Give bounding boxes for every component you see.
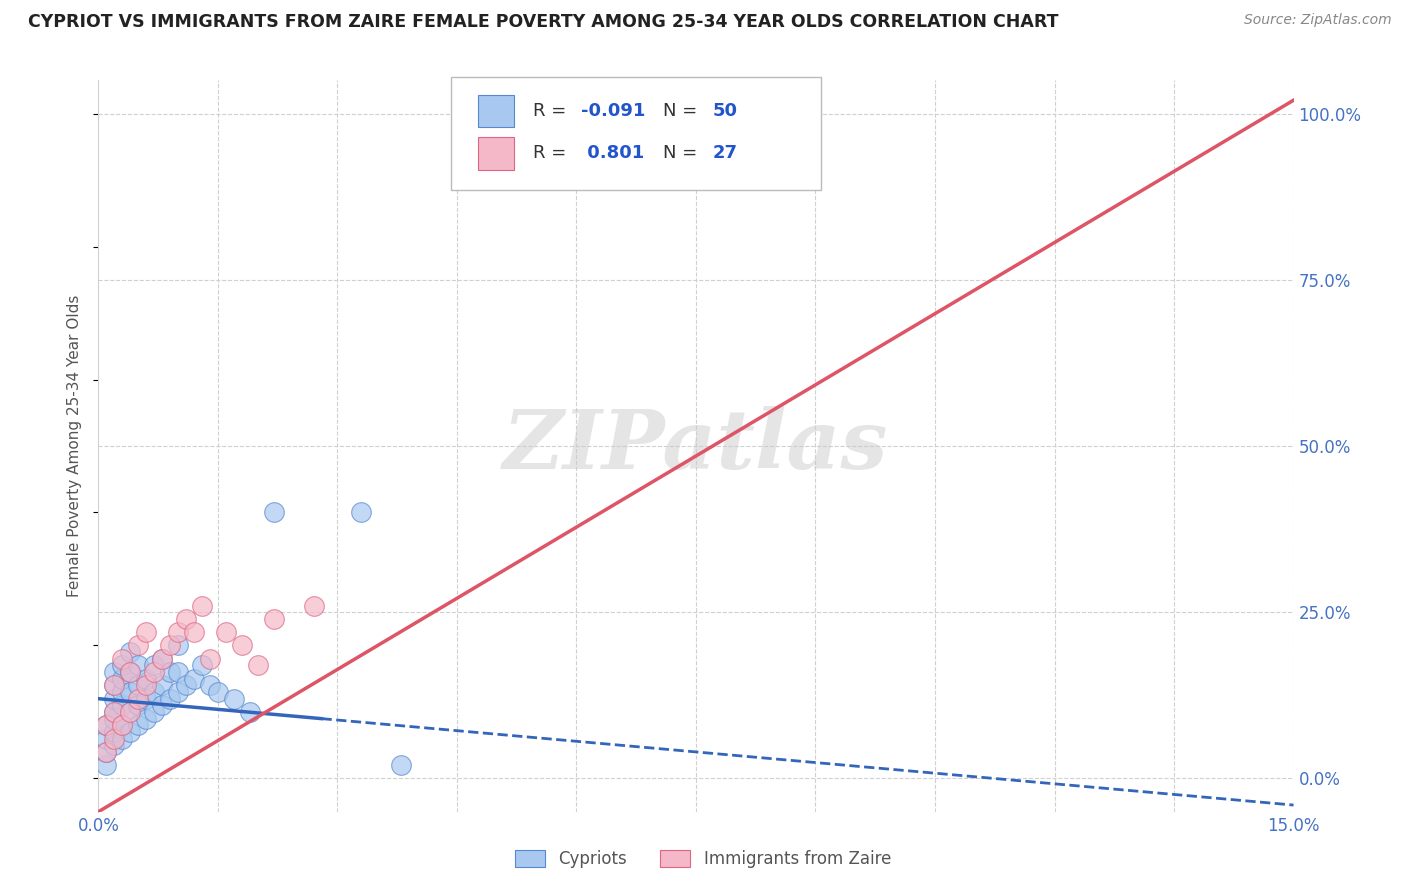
Point xyxy=(96,718,118,732)
Point xyxy=(103,678,125,692)
Point xyxy=(111,685,134,699)
Point xyxy=(167,685,190,699)
Point xyxy=(198,678,221,692)
Point xyxy=(183,625,205,640)
Point xyxy=(103,731,125,746)
Point xyxy=(191,599,214,613)
Point xyxy=(103,712,125,726)
Point xyxy=(96,731,118,746)
Text: R =: R = xyxy=(533,102,572,120)
Point xyxy=(150,698,173,713)
Point xyxy=(135,625,157,640)
Point xyxy=(120,665,142,679)
Point xyxy=(111,698,134,713)
Point xyxy=(174,612,197,626)
Point xyxy=(222,691,245,706)
Point xyxy=(127,691,149,706)
Point xyxy=(103,691,125,706)
Point xyxy=(120,665,142,679)
Point xyxy=(231,639,253,653)
Point xyxy=(143,665,166,679)
Point xyxy=(207,685,229,699)
Point xyxy=(135,712,157,726)
Point xyxy=(135,691,157,706)
Point xyxy=(143,685,166,699)
Point xyxy=(302,599,325,613)
Point xyxy=(135,672,157,686)
Point xyxy=(127,678,149,692)
Point xyxy=(127,718,149,732)
Point xyxy=(350,506,373,520)
Point xyxy=(143,658,166,673)
Point xyxy=(135,678,157,692)
FancyBboxPatch shape xyxy=(478,137,515,169)
Point xyxy=(103,738,125,752)
Text: 27: 27 xyxy=(713,145,738,162)
Point xyxy=(167,625,190,640)
Point xyxy=(198,652,221,666)
Point xyxy=(183,672,205,686)
Legend: Cypriots, Immigrants from Zaire: Cypriots, Immigrants from Zaire xyxy=(509,843,897,875)
Point xyxy=(127,698,149,713)
Point xyxy=(103,705,125,719)
Text: 0.801: 0.801 xyxy=(581,145,644,162)
Point xyxy=(174,678,197,692)
Point xyxy=(103,725,125,739)
Point xyxy=(127,658,149,673)
Point xyxy=(120,725,142,739)
Point xyxy=(120,685,142,699)
Point xyxy=(120,705,142,719)
Point xyxy=(120,645,142,659)
Point xyxy=(159,665,181,679)
Point xyxy=(103,678,125,692)
Point xyxy=(167,639,190,653)
Point xyxy=(96,758,118,772)
Point xyxy=(191,658,214,673)
Point xyxy=(215,625,238,640)
Point xyxy=(159,639,181,653)
Point xyxy=(150,652,173,666)
Text: ZIPatlas: ZIPatlas xyxy=(503,406,889,486)
Text: -0.091: -0.091 xyxy=(581,102,645,120)
Point xyxy=(96,718,118,732)
Point xyxy=(111,652,134,666)
Point xyxy=(150,652,173,666)
Point xyxy=(167,665,190,679)
Point xyxy=(111,731,134,746)
Point xyxy=(103,705,125,719)
Text: CYPRIOT VS IMMIGRANTS FROM ZAIRE FEMALE POVERTY AMONG 25-34 YEAR OLDS CORRELATIO: CYPRIOT VS IMMIGRANTS FROM ZAIRE FEMALE … xyxy=(28,13,1059,31)
Y-axis label: Female Poverty Among 25-34 Year Olds: Female Poverty Among 25-34 Year Olds xyxy=(67,295,83,597)
Point xyxy=(120,705,142,719)
Point xyxy=(111,672,134,686)
Text: 50: 50 xyxy=(713,102,738,120)
Point xyxy=(239,705,262,719)
Point xyxy=(159,691,181,706)
FancyBboxPatch shape xyxy=(451,77,821,190)
Text: N =: N = xyxy=(662,145,703,162)
FancyBboxPatch shape xyxy=(478,95,515,128)
Point xyxy=(765,127,787,141)
Point xyxy=(103,665,125,679)
Point xyxy=(111,718,134,732)
Point xyxy=(96,745,118,759)
Point xyxy=(111,718,134,732)
Text: N =: N = xyxy=(662,102,703,120)
Point xyxy=(389,758,412,772)
Point xyxy=(143,705,166,719)
Point xyxy=(263,506,285,520)
Point xyxy=(150,678,173,692)
Text: Source: ZipAtlas.com: Source: ZipAtlas.com xyxy=(1244,13,1392,28)
Point xyxy=(127,639,149,653)
Point xyxy=(263,612,285,626)
Point xyxy=(111,658,134,673)
Point xyxy=(246,658,269,673)
Text: R =: R = xyxy=(533,145,572,162)
Point xyxy=(96,745,118,759)
